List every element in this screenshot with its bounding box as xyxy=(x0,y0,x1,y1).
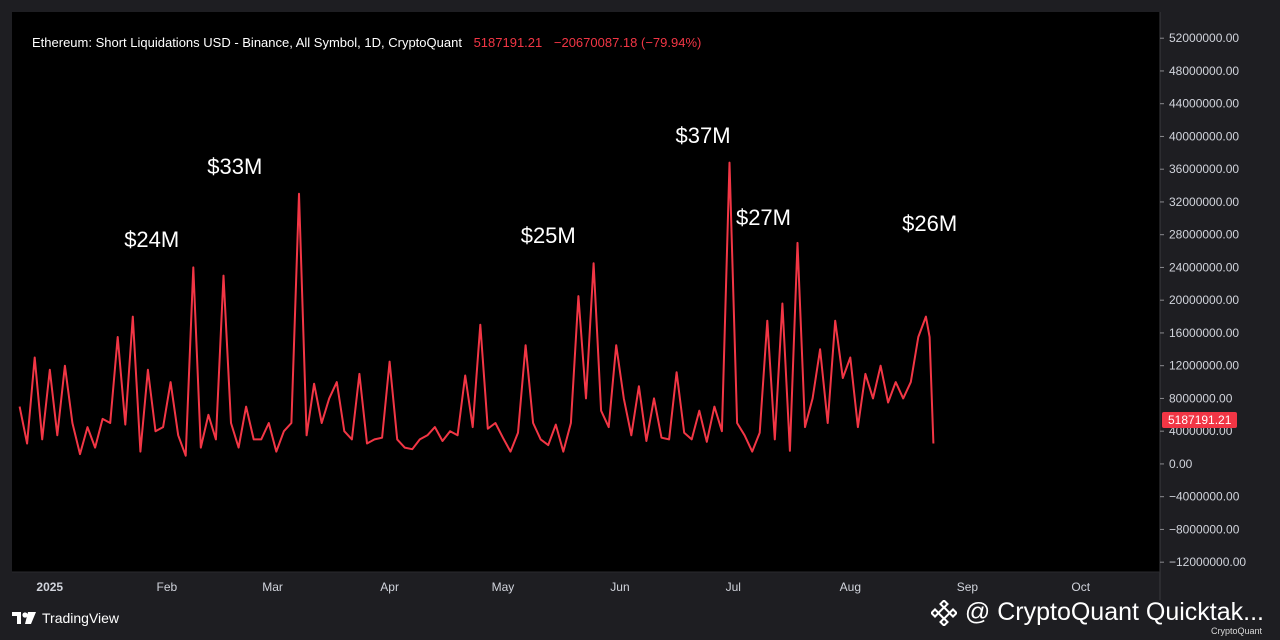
chart-title: Ethereum: Short Liquidations USD - Binan… xyxy=(32,35,462,50)
y-tick-label: 52000000.00 xyxy=(1169,31,1239,45)
y-tick-label: 16000000.00 xyxy=(1169,326,1239,340)
peak-annotation: $26M xyxy=(902,211,958,237)
peak-annotation: $27M xyxy=(735,204,792,230)
peak-annotation: $37M xyxy=(675,122,731,148)
y-tick-label: −12000000.00 xyxy=(1169,555,1246,569)
watermark-small: CryptoQuant xyxy=(1210,626,1262,636)
x-tick-label: Jul xyxy=(726,580,741,594)
y-tick-label: −4000000.00 xyxy=(1169,490,1240,504)
series-line xyxy=(18,161,935,457)
x-tick-label: Oct xyxy=(1071,580,1090,594)
plot-area[interactable]: 52000000.00 48000000.00 44000000.00 4000000… xyxy=(12,12,1246,600)
y-tick-label: 12000000.00 xyxy=(1169,359,1239,373)
y-tick-label: 32000000.00 xyxy=(1169,195,1239,209)
peak-annotation: $24M xyxy=(124,227,180,253)
x-tick-label: Apr xyxy=(380,580,399,594)
peak-annotation: $33M xyxy=(207,153,263,179)
watermark-text: @ CryptoQuant Quicktak... xyxy=(964,598,1264,626)
tradingview-icon xyxy=(12,612,36,624)
chart-header: Ethereum: Short Liquidations USD - Binan… xyxy=(32,35,701,50)
chart-svg: 52000000.00 48000000.00 44000000.00 4000000… xyxy=(12,12,1246,600)
last-value-text: 5187191.21 xyxy=(473,35,543,50)
cryptoquant-watermark: @ CryptoQuant Quicktak... CryptoQuant xyxy=(930,598,1264,636)
x-tick-label: Sep xyxy=(957,580,979,594)
y-tick-label: 28000000.00 xyxy=(1169,228,1239,242)
x-tick-label: Mar xyxy=(262,580,283,594)
y-tick-label: 0.00 xyxy=(1169,457,1193,471)
x-tick-label: 2025 xyxy=(36,580,63,594)
tradingview-logo[interactable]: TradingView xyxy=(12,610,119,626)
y-tick-label: 48000000.00 xyxy=(1169,64,1239,78)
y-tick-label: 40000000.00 xyxy=(1169,129,1239,143)
change-text: −20670087.18 (−79.94%) xyxy=(553,35,702,50)
x-tick-label: Aug xyxy=(840,580,861,594)
y-tick-label: 20000000.00 xyxy=(1169,293,1239,307)
last-value-badge: 5187191.21 xyxy=(1162,412,1238,429)
x-tick-label: May xyxy=(492,580,515,594)
x-tick-label: Jun xyxy=(610,580,629,594)
y-tick-label: 8000000.00 xyxy=(1169,391,1233,405)
tradingview-label: TradingView xyxy=(42,610,120,626)
y-tick-label: 24000000.00 xyxy=(1169,260,1239,274)
peak-annotation: $25M xyxy=(520,223,576,249)
y-tick-label: 36000000.00 xyxy=(1169,162,1239,176)
x-tick-label: Feb xyxy=(156,580,177,594)
binance-icon xyxy=(930,599,957,626)
y-tick-label: −8000000.00 xyxy=(1169,522,1240,536)
y-tick-label: 44000000.00 xyxy=(1169,97,1239,111)
